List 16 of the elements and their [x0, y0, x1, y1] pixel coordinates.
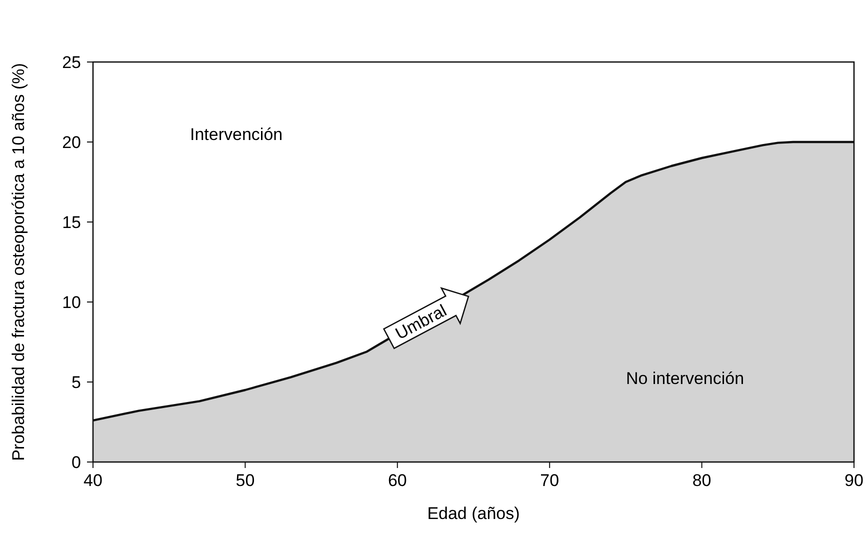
y-axis-title: Probabilidad de fractura osteoporótica a 10 años (%)	[9, 63, 28, 461]
annotation: No intervención	[626, 369, 744, 388]
x-tick-label: 60	[388, 471, 407, 490]
y-tick-label: 0	[72, 453, 81, 472]
y-tick-label: 5	[72, 373, 81, 392]
x-tick-label: 70	[540, 471, 560, 490]
x-tick-label: 40	[84, 471, 102, 490]
x-tick-label: 50	[236, 471, 255, 490]
annotation: Intervención	[190, 125, 283, 144]
x-tick-label: 80	[692, 471, 712, 490]
x-tick-label: 90	[844, 471, 864, 490]
y-tick-label: 15	[62, 213, 81, 232]
y-tick-label: 20	[62, 133, 81, 152]
y-tick-label: 25	[62, 53, 81, 72]
x-axis-title: Edad (años)	[427, 504, 520, 523]
y-tick-label: 10	[62, 293, 81, 312]
